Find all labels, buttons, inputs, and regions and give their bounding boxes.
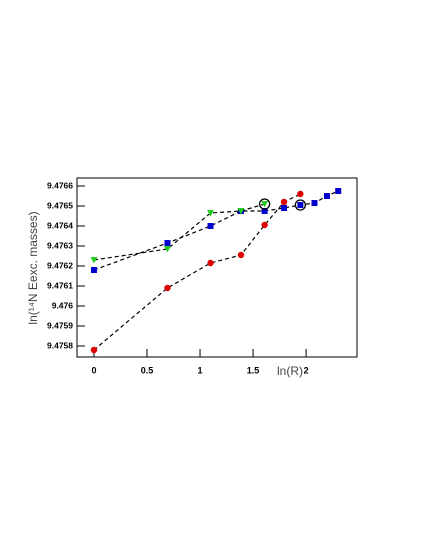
point bbox=[261, 221, 268, 229]
point bbox=[163, 246, 171, 253]
highlight-circle bbox=[294, 199, 307, 211]
point bbox=[207, 210, 215, 217]
point bbox=[164, 240, 171, 246]
y-axis-label: ln(¹⁴N Eexc. masses) bbox=[26, 211, 40, 324]
x-tick-label: 0.5 bbox=[141, 365, 154, 375]
y-tick-label: 9.4762 bbox=[47, 260, 73, 270]
series-line bbox=[93, 190, 339, 271]
point bbox=[261, 201, 269, 208]
point bbox=[237, 251, 245, 259]
series-line bbox=[93, 203, 265, 261]
point bbox=[164, 284, 171, 292]
y-tick-label: 9.4766 bbox=[47, 180, 73, 190]
x-tick-label: 0 bbox=[91, 365, 96, 375]
point bbox=[311, 200, 318, 206]
series-line bbox=[93, 193, 301, 351]
x-tick-label: 2 bbox=[304, 365, 309, 375]
point bbox=[207, 259, 214, 267]
point bbox=[297, 202, 304, 208]
plot-frame bbox=[76, 177, 358, 358]
point bbox=[281, 205, 288, 211]
x-tick-label: 1.5 bbox=[247, 365, 260, 375]
point bbox=[237, 208, 245, 215]
point bbox=[90, 346, 98, 354]
y-tick-label: 9.4758 bbox=[47, 340, 73, 350]
x-tick-label: 1 bbox=[198, 365, 203, 375]
point bbox=[90, 267, 97, 273]
highlight-circle bbox=[258, 198, 271, 210]
point bbox=[207, 223, 214, 229]
y-tick-label: 9.4759 bbox=[47, 320, 73, 330]
y-tick-label: 9.4763 bbox=[47, 240, 73, 250]
point bbox=[297, 190, 304, 198]
point bbox=[261, 208, 268, 214]
y-tick-label: 9.4764 bbox=[47, 220, 73, 230]
y-tick-label: 9.4765 bbox=[47, 200, 73, 210]
x-axis-label: ln(R) bbox=[277, 364, 303, 378]
y-tick-label: 9.4761 bbox=[47, 280, 73, 290]
point bbox=[323, 193, 330, 199]
point bbox=[90, 257, 98, 264]
point bbox=[280, 198, 288, 206]
y-tick-label: 9.476 bbox=[52, 300, 74, 310]
point bbox=[335, 188, 342, 194]
